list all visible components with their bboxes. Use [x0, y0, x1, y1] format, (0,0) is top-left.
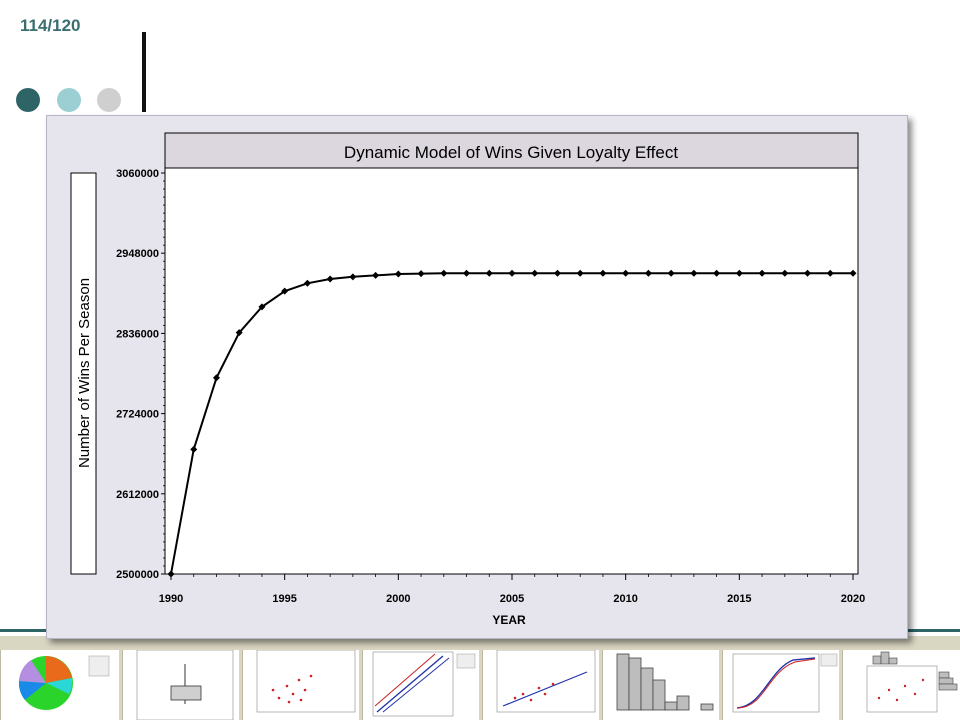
chart-title: Dynamic Model of Wins Given Loyalty Effe…	[344, 143, 678, 162]
minor-ticks	[163, 180, 854, 580]
title-divider-bar	[142, 32, 146, 112]
y-tick-label: 2724000	[116, 409, 159, 421]
scatter-histogram-thumbnail-graphic	[866, 651, 958, 713]
data-point	[781, 269, 789, 277]
thumbnail-box-plot[interactable]	[122, 650, 239, 720]
y-axis: 2500000 2612000 2724000 2836000 2948000 30600…	[116, 168, 165, 581]
data-point	[463, 269, 471, 277]
regression-thumbnail-graphic	[496, 650, 596, 713]
data-point	[235, 329, 243, 337]
thumbnail-cdf-plot[interactable]	[722, 650, 839, 720]
probability-thumbnail-graphic	[372, 651, 476, 717]
data-point	[167, 570, 175, 578]
data-point	[622, 269, 630, 277]
decorative-dot-light	[57, 88, 81, 112]
x-tick-label: 1995	[272, 593, 296, 605]
data-point	[326, 275, 334, 283]
x-axis-title: YEAR	[492, 613, 526, 627]
decorative-dot-dark	[16, 88, 40, 112]
data-point	[417, 270, 425, 278]
data-point	[281, 287, 289, 295]
data-point	[349, 273, 357, 281]
data-point	[599, 269, 607, 277]
chart-window: Dynamic Model of Wins Given Loyalty Effe…	[46, 115, 908, 639]
data-point	[372, 271, 380, 279]
data-point	[849, 269, 857, 277]
data-point	[644, 269, 652, 277]
boxplot-thumbnail-graphic	[136, 650, 234, 720]
thumbnail-strip	[0, 636, 960, 720]
pie-thumbnail-graphic	[18, 655, 110, 710]
data-point	[303, 279, 311, 287]
y-axis-label-box	[70, 172, 97, 575]
x-tick-label: 2000	[386, 593, 410, 605]
thumbnail-histogram[interactable]	[602, 650, 719, 720]
scatter-thumbnail-graphic	[256, 650, 356, 713]
y-tick-label: 2948000	[116, 248, 159, 260]
chart-title-box	[164, 132, 859, 169]
footer-rule-left	[0, 629, 46, 632]
y-tick-label: 2836000	[116, 328, 159, 340]
line-chart: Dynamic Model of Wins Given Loyalty Effe…	[70, 132, 865, 627]
plot-area	[164, 167, 859, 575]
thumbnail-scatter-plot[interactable]	[242, 650, 359, 720]
thumbnail-pie-chart[interactable]	[0, 650, 119, 720]
x-tick-label: 2005	[500, 593, 524, 605]
data-point	[826, 269, 834, 277]
x-tick-label: 2010	[613, 593, 637, 605]
y-axis-title: Number of Wins Per Season	[76, 278, 93, 468]
x-tick-label: 2020	[841, 593, 865, 605]
y-tick-label: 3060000	[116, 168, 159, 180]
data-point	[190, 445, 198, 453]
x-tick-label: 2015	[727, 593, 751, 605]
footer-rule-right	[906, 629, 960, 632]
thumbnail-regression-plot[interactable]	[482, 650, 599, 720]
cdf-thumbnail-graphic	[732, 653, 838, 713]
data-point	[667, 269, 675, 277]
data-point	[690, 269, 698, 277]
y-tick-label: 2612000	[116, 489, 159, 501]
page-number: 114/120	[20, 16, 81, 35]
thumbnail-probability-plot[interactable]	[362, 650, 479, 720]
x-tick-label: 1990	[159, 593, 183, 605]
y-tick-label: 2500000	[116, 569, 159, 581]
x-axis: 1990 1995 2000 2005 2010 2015 2020	[159, 593, 865, 605]
data-point	[258, 303, 266, 311]
data-point	[713, 269, 721, 277]
histogram-thumbnail-graphic	[616, 653, 714, 711]
data-point	[758, 269, 766, 277]
data-point	[212, 374, 220, 382]
data-point	[553, 269, 561, 277]
decorative-dot-gray	[97, 88, 121, 112]
data-point	[394, 270, 402, 278]
data-point	[804, 269, 812, 277]
data-point	[576, 269, 584, 277]
data-point	[735, 269, 743, 277]
data-point	[440, 269, 448, 277]
thumbnail-scatter-histogram[interactable]	[842, 650, 960, 720]
data-point	[485, 269, 493, 277]
data-point	[531, 269, 539, 277]
series-points	[167, 269, 857, 578]
data-point	[508, 269, 516, 277]
